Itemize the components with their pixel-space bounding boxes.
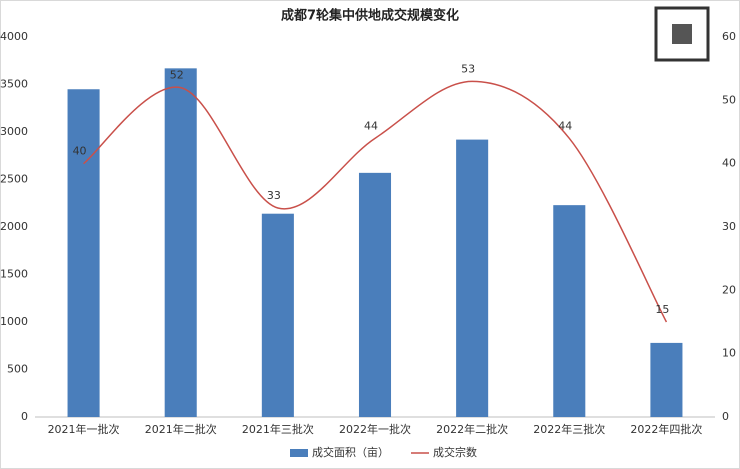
- y2-tick-label: 40: [722, 157, 736, 170]
- x-tick-label: 2021年三批次: [242, 422, 314, 436]
- y2-tick-label: 0: [722, 410, 729, 423]
- y-tick-label: 4000: [0, 30, 28, 43]
- y-tick-label: 2000: [0, 220, 28, 233]
- y-tick-label: 500: [7, 363, 28, 376]
- qr-code: [672, 24, 692, 44]
- legend-label: 成交宗数: [433, 445, 477, 459]
- data-label: 53: [461, 62, 475, 75]
- y-tick-label: 0: [21, 410, 28, 423]
- line: [83, 80, 668, 323]
- data-label: 52: [170, 69, 184, 82]
- bar: [358, 172, 392, 417]
- data-label: 44: [558, 119, 572, 132]
- y-tick-label: 1000: [0, 315, 28, 328]
- bar: [261, 213, 294, 417]
- data-label: 44: [364, 119, 378, 132]
- bar: [456, 139, 489, 417]
- x-tick-label: 2021年二批次: [145, 422, 217, 436]
- x-tick-label: 2022年三批次: [533, 422, 605, 436]
- chart-title: 成都7轮集中供地成交规模变化: [281, 8, 459, 24]
- x-tick-label: 2021年一批次: [48, 422, 120, 436]
- y2-tick-label: 20: [722, 283, 736, 296]
- legend-swatch: [290, 449, 308, 457]
- data-label: 15: [655, 303, 669, 316]
- y2-tick-label: 30: [722, 220, 736, 233]
- bar: [67, 89, 100, 417]
- y-tick-label: 3500: [0, 78, 28, 91]
- x-tick-label: 2022年二批次: [436, 422, 508, 436]
- bar: [650, 342, 683, 417]
- y-tick-label: 3000: [0, 125, 28, 138]
- y-tick-label: 1500: [0, 268, 28, 281]
- bar: [553, 205, 586, 417]
- x-tick-label: 2022年四批次: [630, 422, 702, 436]
- x-tick-label: 2022年一批次: [339, 422, 411, 436]
- data-label: 33: [267, 189, 281, 202]
- y2-tick-label: 60: [722, 30, 736, 43]
- bar: [164, 68, 197, 417]
- y2-tick-label: 50: [722, 93, 736, 106]
- y2-tick-label: 10: [722, 347, 736, 360]
- y-tick-label: 2500: [0, 173, 28, 186]
- data-label: 40: [73, 145, 87, 158]
- legend-label: 成交面积（亩）: [312, 445, 389, 459]
